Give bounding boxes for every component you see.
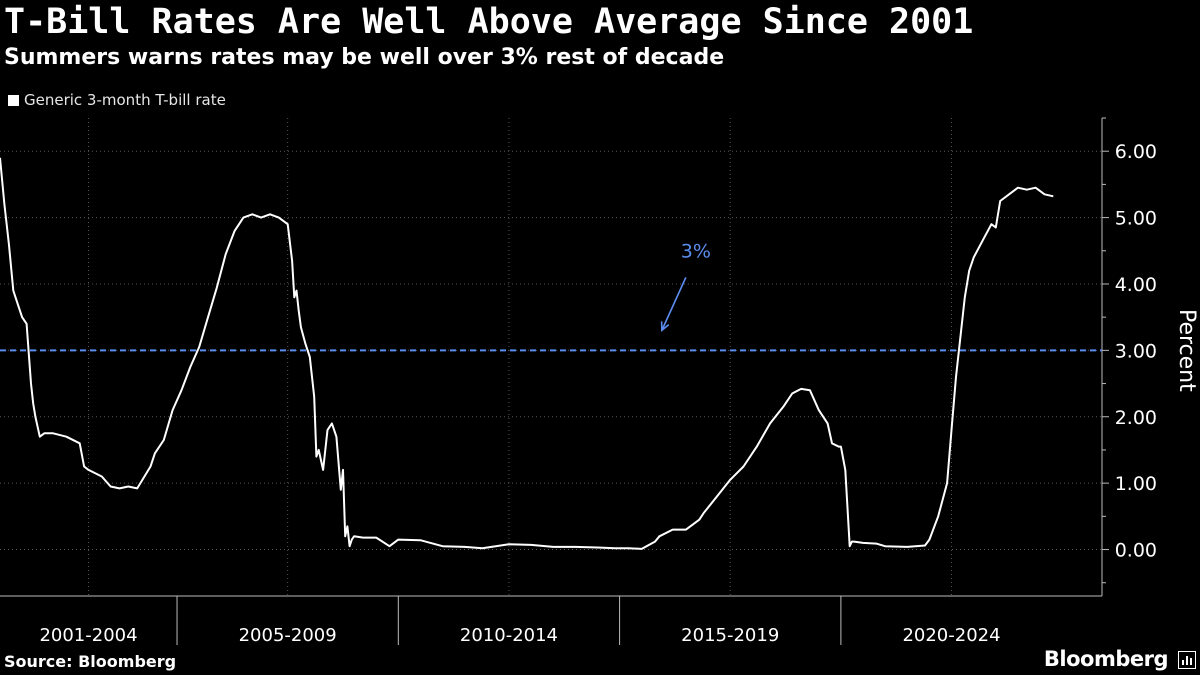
x-tick-label: 2005-2009 xyxy=(239,625,337,646)
y-tick-label: 5.00 xyxy=(1115,208,1157,230)
series-line-tbill-rate xyxy=(0,157,1054,550)
legend-label: Generic 3-month T-bill rate xyxy=(24,91,226,109)
bloomberg-terminal-icon xyxy=(1178,651,1196,669)
y-tick-label: 2.00 xyxy=(1115,407,1157,429)
y-tick-label: 3.00 xyxy=(1115,340,1157,362)
legend-swatch xyxy=(8,94,19,106)
y-axis-title: Percent xyxy=(1174,309,1199,392)
chart-title: T-Bill Rates Are Well Above Average Sinc… xyxy=(4,2,974,42)
y-tick-label: 1.00 xyxy=(1115,473,1157,495)
annotation-label: 3% xyxy=(681,240,711,262)
y-tick-label: 0.00 xyxy=(1115,540,1157,562)
x-tick-label: 2015-2019 xyxy=(681,625,779,646)
y-tick-label: 6.00 xyxy=(1115,141,1157,163)
chart-subtitle: Summers warns rates may be well over 3% … xyxy=(4,45,725,70)
brand-logo: Bloomberg xyxy=(1043,647,1169,671)
source-note: Source: Bloomberg xyxy=(4,652,177,671)
annotation-arrow-shaft xyxy=(661,277,687,331)
legend: Generic 3-month T-bill rate xyxy=(8,91,226,109)
x-tick-label: 2001-2004 xyxy=(39,625,137,646)
annotation-arrow-head xyxy=(660,321,670,333)
x-tick-label: 2010-2014 xyxy=(460,625,558,646)
y-tick-label: 4.00 xyxy=(1115,274,1157,296)
x-tick-label: 2020-2024 xyxy=(902,625,1000,646)
